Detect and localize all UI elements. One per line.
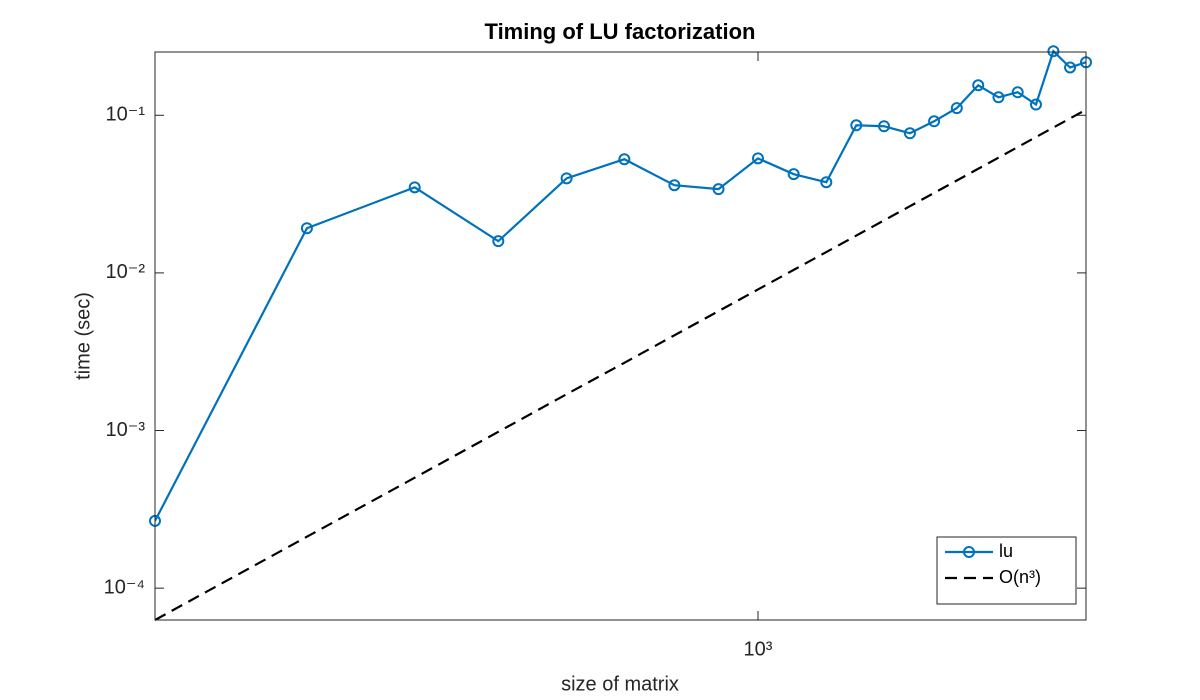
series-marker xyxy=(950,102,963,115)
series-marker xyxy=(903,127,916,140)
x-tick-label: 10³ xyxy=(744,638,773,660)
series-marker xyxy=(1029,98,1042,111)
series-marker xyxy=(878,120,891,133)
series-marker xyxy=(928,115,941,128)
series-marker xyxy=(492,235,505,248)
series-marker xyxy=(668,179,681,192)
series-marker xyxy=(560,172,573,185)
series-marker xyxy=(820,176,833,189)
y-axis-label: time (sec) xyxy=(72,292,94,380)
series-marker xyxy=(1047,45,1060,58)
series-marker xyxy=(751,152,764,165)
y-tick-label: 10⁻⁴ xyxy=(104,576,145,598)
series-marker xyxy=(300,222,313,235)
series-marker xyxy=(787,168,800,181)
y-tick-label: 10⁻³ xyxy=(106,419,146,441)
x-axis-label: size of matrix xyxy=(561,673,679,695)
legend-marker xyxy=(963,546,975,558)
series-marker xyxy=(992,91,1005,104)
series-marker xyxy=(712,183,725,196)
legend-box xyxy=(936,536,1077,605)
series-marker xyxy=(618,153,631,166)
y-tick-label: 10⁻² xyxy=(106,261,146,283)
legend-label: lu xyxy=(999,541,1013,561)
y-tick-label: 10⁻¹ xyxy=(106,104,146,126)
series-marker xyxy=(1064,61,1077,74)
series-marker xyxy=(850,119,863,132)
series-marker xyxy=(408,181,421,194)
series-marker xyxy=(972,79,985,92)
series-line xyxy=(155,49,1087,522)
chart-title: Timing of LU factorization xyxy=(485,19,756,44)
series-line xyxy=(155,108,1087,621)
plot-frame xyxy=(154,51,1087,621)
legend-label: O(n³) xyxy=(999,567,1041,587)
series-marker xyxy=(1011,86,1024,99)
